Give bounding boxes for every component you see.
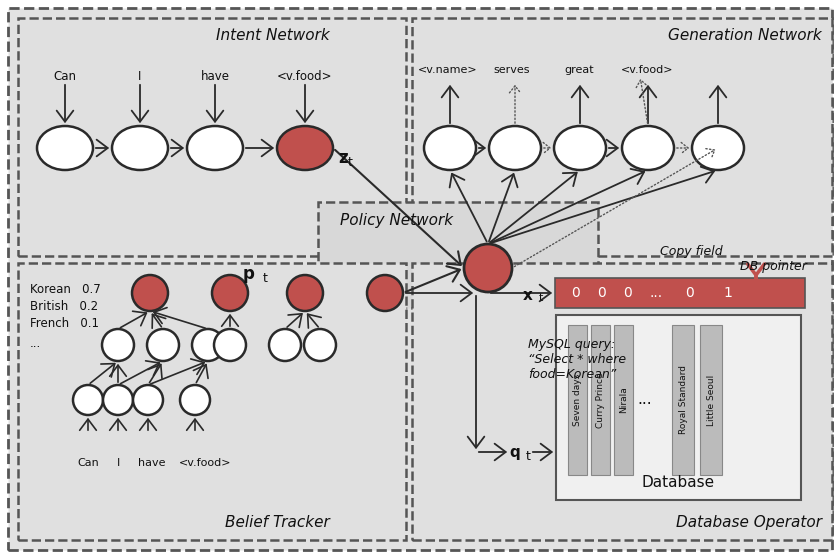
Text: Little Seoul: Little Seoul	[706, 374, 716, 426]
Ellipse shape	[489, 126, 541, 170]
Ellipse shape	[73, 385, 103, 415]
Ellipse shape	[622, 126, 674, 170]
Text: Copy field: Copy field	[660, 245, 722, 258]
Text: p: p	[243, 265, 255, 283]
Ellipse shape	[464, 244, 512, 292]
Ellipse shape	[102, 329, 134, 361]
Bar	[672, 325, 694, 475]
Text: 1: 1	[723, 286, 732, 300]
Text: Seven days: Seven days	[573, 374, 582, 426]
Text: 0: 0	[597, 286, 606, 300]
Ellipse shape	[277, 126, 333, 170]
Ellipse shape	[132, 275, 168, 311]
Ellipse shape	[133, 385, 163, 415]
Text: t: t	[263, 272, 268, 286]
Ellipse shape	[424, 126, 476, 170]
Ellipse shape	[37, 126, 93, 170]
FancyBboxPatch shape	[412, 263, 832, 540]
Ellipse shape	[554, 126, 606, 170]
Text: serves: serves	[494, 65, 530, 75]
Text: Can: Can	[77, 458, 99, 468]
Ellipse shape	[214, 329, 246, 361]
Text: z: z	[338, 149, 348, 167]
FancyBboxPatch shape	[556, 315, 801, 500]
Ellipse shape	[212, 275, 248, 311]
Text: ...: ...	[30, 337, 41, 350]
FancyBboxPatch shape	[18, 263, 406, 540]
Text: have: have	[139, 458, 165, 468]
Text: Belief Tracker: Belief Tracker	[225, 515, 330, 530]
Bar	[700, 325, 722, 475]
FancyBboxPatch shape	[555, 278, 805, 308]
Text: British   0.2: British 0.2	[30, 300, 98, 313]
Bar	[614, 325, 633, 475]
Text: t: t	[348, 156, 353, 170]
Text: q: q	[509, 445, 520, 459]
Text: Intent Network: Intent Network	[216, 28, 330, 43]
Text: <v.food>: <v.food>	[179, 458, 231, 468]
Text: <v.name>: <v.name>	[418, 65, 478, 75]
Text: Policy Network: Policy Network	[340, 213, 453, 228]
Text: “Select * where: “Select * where	[528, 353, 626, 366]
Text: Database Operator: Database Operator	[676, 515, 822, 530]
Text: 0: 0	[685, 286, 695, 300]
Text: have: have	[201, 70, 229, 83]
Text: x: x	[523, 288, 533, 303]
FancyBboxPatch shape	[318, 202, 598, 308]
Text: great: great	[564, 65, 594, 75]
Text: <v.food>: <v.food>	[621, 65, 673, 75]
Text: French   0.1: French 0.1	[30, 317, 99, 330]
Text: t: t	[526, 450, 531, 464]
Ellipse shape	[192, 329, 224, 361]
Ellipse shape	[103, 385, 133, 415]
Ellipse shape	[304, 329, 336, 361]
Text: Nirala: Nirala	[619, 387, 628, 413]
Text: Korean   0.7: Korean 0.7	[30, 283, 101, 296]
Ellipse shape	[367, 275, 403, 311]
Text: Royal Standard: Royal Standard	[679, 365, 687, 435]
Ellipse shape	[187, 126, 243, 170]
Ellipse shape	[147, 329, 179, 361]
Text: ...: ...	[638, 392, 653, 407]
Text: 0: 0	[572, 286, 580, 300]
Text: 0: 0	[623, 286, 633, 300]
Text: food=Korean”: food=Korean”	[528, 368, 617, 381]
Text: Curry Prince: Curry Prince	[596, 372, 605, 428]
Ellipse shape	[692, 126, 744, 170]
Text: I: I	[117, 458, 119, 468]
Bar	[591, 325, 610, 475]
Text: ...: ...	[649, 286, 663, 300]
Text: MySQL query:: MySQL query:	[528, 338, 615, 351]
Ellipse shape	[112, 126, 168, 170]
Text: t: t	[539, 293, 543, 303]
Text: DB pointer: DB pointer	[740, 260, 807, 273]
FancyBboxPatch shape	[8, 8, 832, 550]
Text: Generation Network: Generation Network	[669, 28, 822, 43]
Ellipse shape	[287, 275, 323, 311]
Bar	[568, 325, 587, 475]
Text: Database: Database	[642, 475, 715, 490]
Text: <v.food>: <v.food>	[277, 70, 333, 83]
Text: Can: Can	[54, 70, 76, 83]
Ellipse shape	[269, 329, 301, 361]
FancyBboxPatch shape	[18, 18, 406, 256]
Text: I: I	[139, 70, 142, 83]
Ellipse shape	[180, 385, 210, 415]
FancyBboxPatch shape	[412, 18, 832, 256]
